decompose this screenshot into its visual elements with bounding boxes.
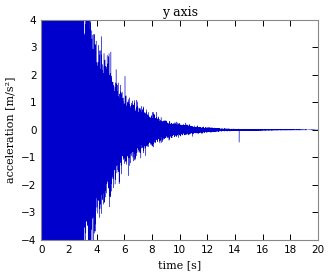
Title: y axis: y axis <box>162 6 198 18</box>
Y-axis label: acceleration [m/s²]: acceleration [m/s²] <box>6 77 16 183</box>
X-axis label: time [s]: time [s] <box>158 261 201 270</box>
